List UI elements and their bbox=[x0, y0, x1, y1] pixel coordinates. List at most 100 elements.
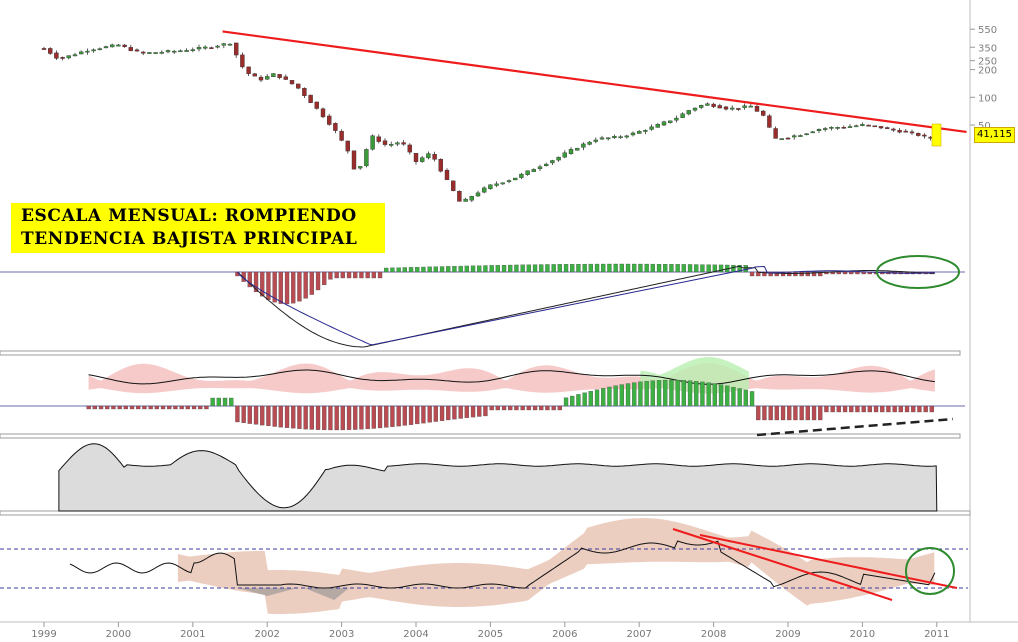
osc-bar bbox=[632, 382, 637, 407]
x-tick-label: 2010 bbox=[850, 629, 875, 640]
candle bbox=[147, 52, 152, 54]
macd-highlight-circle bbox=[876, 255, 960, 289]
candle bbox=[761, 110, 766, 116]
osc-bar bbox=[129, 405, 135, 410]
x-tick-label: 2002 bbox=[254, 629, 279, 640]
macd-bar bbox=[551, 264, 556, 273]
osc-bar bbox=[681, 380, 686, 407]
macd-bar bbox=[632, 263, 637, 273]
x-tick-label: 2000 bbox=[106, 629, 131, 640]
osc-bar bbox=[191, 405, 197, 410]
osc-bar bbox=[793, 405, 798, 421]
candle bbox=[637, 131, 642, 134]
osc-bar bbox=[198, 405, 203, 410]
osc-bar bbox=[539, 405, 544, 411]
x-tick-label: 2007 bbox=[626, 629, 651, 640]
candle bbox=[395, 142, 400, 145]
osc-bar bbox=[291, 405, 296, 429]
macd-bar bbox=[365, 271, 370, 279]
macd-bar bbox=[353, 271, 358, 279]
osc-bar bbox=[700, 381, 705, 407]
macd-bar bbox=[625, 263, 631, 273]
osc-bar bbox=[706, 382, 711, 407]
osc-bar bbox=[390, 405, 395, 427]
osc-bar bbox=[749, 391, 755, 407]
osc-bar bbox=[470, 405, 476, 418]
x-tick-label: 2009 bbox=[775, 629, 800, 640]
macd-bar bbox=[309, 271, 314, 295]
candle bbox=[823, 128, 828, 130]
x-tick-label: 2005 bbox=[478, 629, 503, 640]
candle bbox=[475, 192, 481, 197]
x-tick-label: 2003 bbox=[329, 629, 354, 640]
candle bbox=[798, 135, 803, 137]
candle bbox=[370, 135, 375, 150]
macd-bar bbox=[663, 264, 668, 273]
macd-bar bbox=[247, 271, 252, 288]
osc-bar bbox=[830, 405, 835, 413]
bollinger-band-fill bbox=[177, 518, 935, 614]
candle bbox=[599, 137, 605, 140]
macd-bar bbox=[421, 266, 426, 273]
candle bbox=[339, 130, 344, 141]
osc-bar bbox=[433, 405, 438, 422]
candle bbox=[85, 50, 90, 53]
macd-bar bbox=[501, 265, 507, 273]
rsi-highlight-circle bbox=[905, 547, 955, 595]
osc-bar bbox=[904, 405, 910, 413]
macd-bar bbox=[526, 264, 531, 273]
macd-bar bbox=[539, 264, 544, 273]
osc-bar bbox=[774, 405, 779, 421]
osc-bar bbox=[247, 405, 252, 424]
candle bbox=[488, 184, 493, 190]
osc-bar bbox=[780, 405, 786, 421]
candle bbox=[457, 190, 462, 202]
osc-bar bbox=[867, 405, 872, 413]
osc-bar bbox=[278, 405, 283, 428]
candle bbox=[773, 128, 778, 139]
y-tick-label: 550 bbox=[978, 25, 997, 36]
macd-bar bbox=[291, 271, 296, 304]
rsi-line bbox=[69, 540, 936, 589]
osc-bar bbox=[675, 379, 680, 407]
osc-bar bbox=[272, 405, 277, 427]
candle bbox=[717, 105, 722, 109]
candle bbox=[544, 163, 549, 167]
macd-bar bbox=[408, 267, 414, 273]
panel-frames bbox=[0, 0, 1018, 623]
x-tick-label: 2011 bbox=[924, 629, 949, 640]
candle bbox=[308, 94, 313, 104]
osc-bar bbox=[458, 405, 463, 419]
macd-bar bbox=[520, 264, 525, 273]
osc-bar bbox=[582, 392, 587, 407]
macd-bar bbox=[514, 264, 519, 273]
osc-bar bbox=[489, 405, 494, 411]
osc-bar bbox=[663, 379, 668, 407]
osc-bar bbox=[222, 397, 228, 407]
osc-bar bbox=[322, 405, 327, 431]
macd-bar bbox=[278, 271, 283, 304]
osc-bar bbox=[669, 379, 674, 407]
candle bbox=[407, 144, 412, 153]
osc-bar bbox=[892, 405, 897, 413]
osc-bar bbox=[725, 385, 730, 407]
osc-bar bbox=[495, 405, 500, 411]
candle bbox=[277, 74, 282, 78]
macd-bar bbox=[545, 264, 550, 273]
macd-bar bbox=[855, 271, 860, 275]
candle bbox=[866, 124, 871, 127]
y-tick-label: 350 bbox=[978, 43, 997, 54]
macd-bar bbox=[638, 263, 643, 273]
candle bbox=[382, 140, 388, 145]
osc-bar bbox=[849, 405, 854, 413]
y-tick-label: 100 bbox=[978, 93, 997, 104]
candle bbox=[116, 44, 121, 47]
osc-bar bbox=[359, 405, 364, 430]
bearish-trendline bbox=[222, 30, 967, 134]
osc-bar bbox=[297, 405, 302, 429]
osc-bar bbox=[923, 405, 928, 413]
osc-bar bbox=[551, 405, 556, 411]
candle bbox=[723, 106, 729, 110]
osc-bar bbox=[743, 389, 748, 407]
